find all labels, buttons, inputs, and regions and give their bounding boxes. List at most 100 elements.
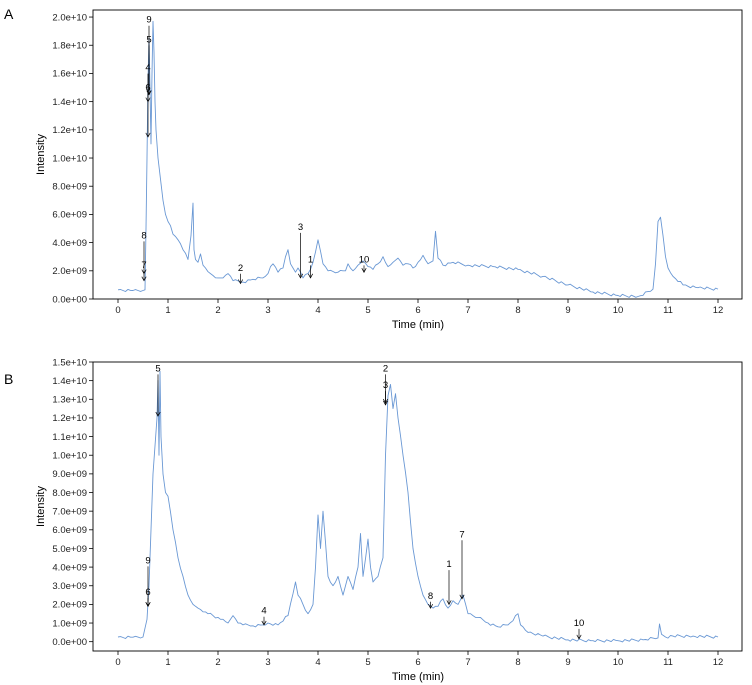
peak-arrow-icon — [237, 279, 244, 285]
x-tick-label: 5 — [365, 657, 370, 668]
peak-arrow-icon — [146, 90, 152, 96]
peak-annotation-label: 10 — [574, 618, 585, 629]
panel-letter: A — [4, 6, 14, 22]
x-tick-label: 4 — [315, 657, 320, 668]
y-tick-label: 3.0e+09 — [52, 581, 87, 592]
peak-arrow-icon — [261, 620, 267, 626]
y-tick-label: 5.0e+09 — [52, 544, 87, 555]
y-tick-label: 4.0e+09 — [52, 238, 87, 249]
peak-arrow-icon — [307, 273, 314, 279]
x-tick-label: 8 — [515, 305, 520, 316]
x-tick-label: 7 — [465, 305, 470, 316]
x-tick-label: 12 — [713, 657, 724, 668]
x-tick-label: 3 — [265, 657, 270, 668]
peak-annotation-label: 1 — [446, 559, 451, 570]
peak-annotation-label: 7 — [141, 260, 146, 271]
x-tick-label: 11 — [663, 305, 673, 316]
peak-arrow-icon — [382, 398, 389, 404]
peak-arrow-icon — [382, 400, 389, 406]
x-tick-label: 1 — [165, 657, 170, 668]
y-tick-label: 1.0e+09 — [52, 618, 87, 629]
chromatogram-trace — [117, 20, 719, 298]
y-tick-label: 1.1e+10 — [52, 432, 87, 443]
peak-arrow-icon — [145, 602, 151, 607]
peak-annotation-label: 3 — [383, 380, 388, 391]
x-axis-title: Time (min) — [392, 319, 444, 331]
y-tick-label: 4.0e+09 — [52, 562, 87, 573]
y-tick-label: 6.0e+09 — [52, 525, 87, 536]
y-tick-label: 2.0e+10 — [52, 12, 87, 23]
y-tick-label: 1.6e+10 — [52, 69, 87, 80]
x-tick-label: 6 — [415, 657, 420, 668]
peak-arrow-icon — [427, 603, 434, 609]
y-tick-label: 7.0e+09 — [52, 506, 87, 517]
x-tick-label: 10 — [613, 305, 624, 316]
peak-annotation-label: 3 — [298, 222, 303, 233]
y-tick-label: 2.0e+09 — [52, 600, 87, 611]
y-tick-label: 1.5e+10 — [52, 357, 87, 368]
x-tick-label: 0 — [115, 305, 120, 316]
x-tick-label: 10 — [613, 657, 624, 668]
peak-annotation-label: 2 — [238, 263, 243, 274]
peak-arrow-icon — [459, 594, 465, 600]
panel-b: B0 1 2 3 4 5 6 7 8 9 10 11 120.0e+001.0e+092.0e+093.… — [4, 357, 743, 683]
y-tick-label: 8.0e+09 — [52, 488, 87, 499]
y-tick-label: 1.4e+10 — [52, 97, 87, 108]
y-axis-title: Intensity — [35, 134, 47, 175]
peak-annotation-label: 8 — [141, 230, 146, 241]
peak-annotation-label: 4 — [145, 63, 150, 74]
peak-annotation-label: 5 — [146, 34, 151, 45]
x-tick-label: 2 — [215, 305, 220, 316]
peak-arrow-icon — [141, 276, 147, 282]
peak-arrow-icon — [576, 634, 582, 640]
panel-letter: B — [4, 371, 13, 387]
peak-annotation-label: 5 — [155, 363, 160, 374]
y-tick-label: 0.0e+00 — [52, 294, 87, 305]
peak-annotation-label: 9 — [145, 555, 150, 566]
peak-arrow-icon — [446, 600, 452, 606]
y-tick-label: 1.2e+10 — [52, 125, 87, 136]
plot-frame — [92, 9, 743, 300]
y-axis-title: Intensity — [35, 486, 47, 527]
peak-annotation-label: 4 — [261, 606, 266, 617]
x-tick-label: 12 — [713, 305, 724, 316]
x-tick-label: 3 — [265, 305, 270, 316]
peak-annotation-label: 9 — [146, 15, 151, 26]
peak-annotation-label: 10 — [359, 254, 370, 265]
peak-arrow-icon — [361, 268, 367, 273]
y-tick-label: 6.0e+09 — [52, 210, 87, 221]
peak-arrow-icon — [155, 411, 161, 417]
x-tick-label: 8 — [515, 657, 520, 668]
x-tick-label: 9 — [565, 657, 570, 668]
x-tick-label: 2 — [215, 657, 220, 668]
y-tick-label: 1.2e+10 — [52, 413, 87, 424]
peak-annotation-label: 6 — [145, 587, 150, 598]
peak-annotation-label: 6 — [145, 82, 150, 93]
y-tick-label: 1.8e+10 — [52, 41, 87, 52]
x-tick-label: 7 — [465, 657, 470, 668]
peak-annotation-label: 7 — [459, 529, 464, 540]
peak-arrow-icon — [297, 273, 304, 279]
x-tick-label: 0 — [115, 657, 120, 668]
y-tick-label: 9.0e+09 — [52, 469, 87, 480]
x-axis-title: Time (min) — [392, 671, 444, 683]
x-tick-label: 11 — [663, 657, 673, 668]
y-tick-label: 0.0e+00 — [52, 637, 87, 648]
y-tick-label: 1.3e+10 — [52, 395, 87, 406]
x-tick-label: 5 — [365, 305, 370, 316]
panel-a: A0 1 2 3 4 5 6 7 8 9 10 11 120.0e+002.0e+094.0e+096.… — [4, 6, 743, 331]
y-tick-label: 1.0e+10 — [52, 451, 87, 462]
y-tick-label: 8.0e+09 — [52, 182, 87, 193]
y-tick-label: 1.4e+10 — [52, 376, 87, 387]
plot-frame — [92, 361, 743, 652]
chromatogram-trace — [117, 370, 719, 643]
x-tick-label: 6 — [415, 305, 420, 316]
y-tick-label: 1.0e+10 — [52, 153, 87, 164]
peak-arrow-icon — [145, 132, 151, 138]
x-tick-label: 1 — [165, 305, 170, 316]
peak-annotation-label: 8 — [428, 591, 433, 602]
peak-annotation-label: 2 — [383, 363, 388, 374]
peak-annotation-label: 1 — [308, 254, 313, 265]
y-tick-label: 2.0e+09 — [52, 266, 87, 277]
